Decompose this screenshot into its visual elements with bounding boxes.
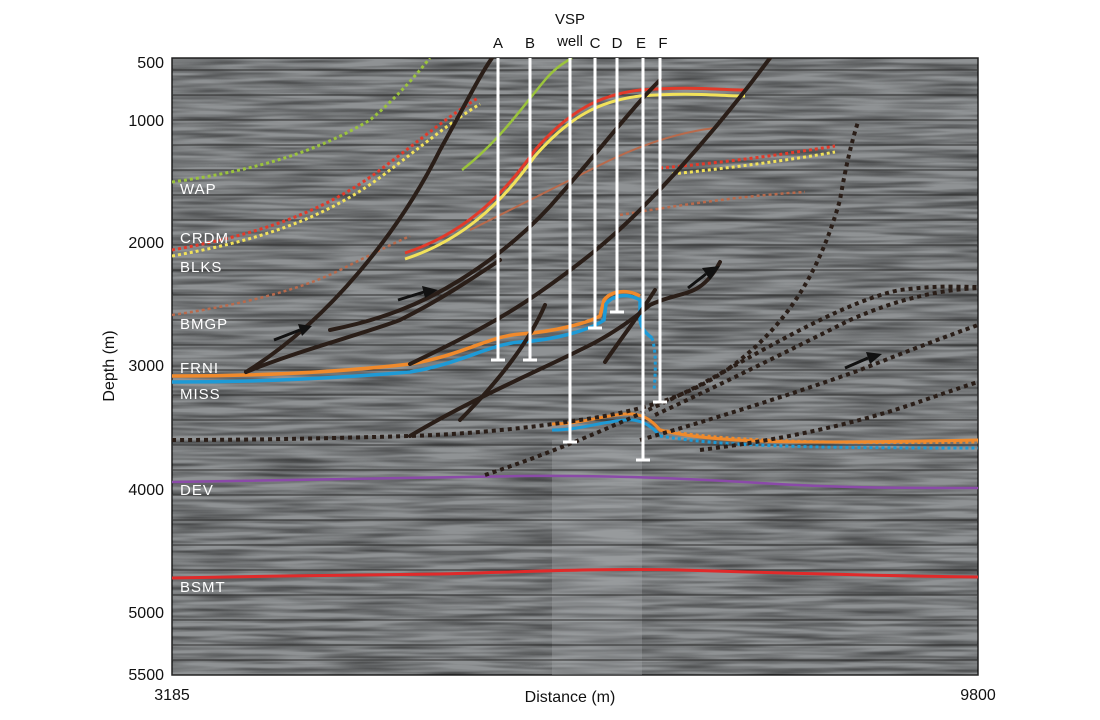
- y-axis-title: Depth (m): [101, 330, 118, 401]
- vsp-title-line2: well: [556, 33, 583, 50]
- dotted-fault-3: [654, 286, 978, 417]
- well-label-b: B: [525, 35, 535, 52]
- horizon-label-blks: BLKS: [180, 259, 222, 276]
- depth-grid: [172, 69, 978, 661]
- fault-1: [244, 258, 502, 374]
- y-tick-500: 500: [137, 55, 164, 72]
- horizon-dev: [172, 474, 978, 490]
- horizon-blks: [469, 127, 716, 231]
- x-axis: 3185 9800 Distance (m): [154, 687, 996, 706]
- y-axis: 500 1000 2000 3000 4000 5000 5500 Depth …: [101, 55, 164, 684]
- horizon-labels: WAP CRDM BLKS BMGP FRNI MISS DEV BSMT: [180, 181, 229, 596]
- well-line-b: [523, 58, 537, 362]
- horizon-label-dev: DEV: [180, 482, 214, 499]
- well-line-vsp: [563, 58, 577, 444]
- horizon-crdm-yellow: [404, 92, 746, 261]
- dotted-fault-4: [639, 323, 978, 442]
- y-tick-2000: 2000: [128, 235, 164, 252]
- horizon-crdm-yellow-dotted: [172, 102, 481, 258]
- horizon-label-bsmt: BSMT: [180, 579, 226, 596]
- horizon-crdm-red-dotted-east: [659, 144, 836, 170]
- horizon-label-frni: FRNI: [180, 360, 219, 377]
- horizon-frni: [172, 289, 641, 378]
- y-tick-4000: 4000: [128, 482, 164, 499]
- y-tick-1000: 1000: [128, 113, 164, 130]
- arrow-1: [273, 324, 312, 342]
- horizon-miss-deep-dotted: [659, 434, 978, 450]
- fault-4: [408, 58, 772, 366]
- horizon-label-wap: WAP: [180, 181, 217, 198]
- arrow-3: [687, 266, 720, 290]
- vsp-noise-band: [552, 440, 642, 675]
- well-line-f: [653, 58, 667, 404]
- well-labels: VSP well A B C D E F: [493, 11, 668, 52]
- horizon-label-bmgp: BMGP: [180, 316, 228, 333]
- y-tick-5000: 5000: [128, 605, 164, 622]
- well-label-a: A: [493, 35, 503, 52]
- vsp-title-line1: VSP: [555, 11, 585, 28]
- horizon-label-crdm: CRDM: [180, 230, 229, 247]
- vsp-well-lines: [491, 58, 667, 462]
- dotted-fault-5: [699, 380, 978, 452]
- horizon-crdm-yellow-dotted-east: [671, 150, 836, 176]
- x-axis-title: Distance (m): [525, 689, 616, 706]
- horizon-miss-deep: [551, 418, 662, 437]
- seismic-texture: [172, 58, 978, 675]
- well-label-f: F: [658, 35, 667, 52]
- horizon-blks-dotted: [172, 234, 411, 317]
- well-label-d: D: [612, 35, 623, 52]
- well-label-e: E: [636, 35, 646, 52]
- well-line-e: [636, 58, 650, 462]
- horizon-blks-dotted-east: [619, 190, 806, 217]
- fault-7: [603, 288, 657, 364]
- well-label-c: C: [590, 35, 601, 52]
- y-tick-5500: 5500: [128, 667, 164, 684]
- horizon-label-miss: MISS: [180, 386, 221, 403]
- fault-6: [458, 303, 547, 422]
- horizon-wap-dotted: [172, 58, 432, 184]
- horizon-bsmt: [172, 567, 978, 580]
- dotted-fault-1: [172, 121, 860, 442]
- arrow-2: [397, 286, 438, 302]
- arrow-4: [844, 352, 882, 370]
- well-line-a: [491, 58, 505, 362]
- horizon-wap-solid: [461, 58, 573, 171]
- well-line-c: [588, 58, 602, 330]
- x-tick-max: 9800: [960, 687, 996, 704]
- well-line-d: [610, 58, 624, 314]
- horizon-crdm-red-dotted: [172, 96, 479, 252]
- displacement-arrows: [273, 266, 882, 370]
- horizon-crdm-red: [404, 86, 746, 255]
- x-tick-min: 3185: [154, 687, 190, 704]
- y-tick-3000: 3000: [128, 358, 164, 375]
